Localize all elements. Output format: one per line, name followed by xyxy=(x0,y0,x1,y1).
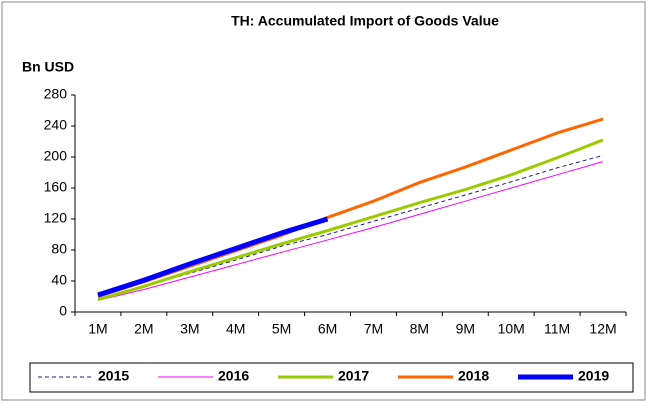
x-tick-label: 1M xyxy=(88,321,107,337)
x-tick-label: 3M xyxy=(180,321,199,337)
x-tick-label: 11M xyxy=(544,321,570,337)
chart-title: TH: Accumulated Import of Goods Value xyxy=(231,13,499,29)
y-tick-label: 80 xyxy=(51,241,67,257)
series-line xyxy=(97,216,329,298)
x-tick-label: 4M xyxy=(226,321,245,337)
y-tick-label: 200 xyxy=(44,148,68,164)
x-tick-label: 6M xyxy=(318,321,337,337)
x-tick-label: 2M xyxy=(134,321,153,337)
y-tick-label: 280 xyxy=(44,86,68,102)
legend-label: 2016 xyxy=(218,368,249,384)
y-tick-label: 120 xyxy=(44,210,68,226)
legend-label: 2019 xyxy=(578,368,609,384)
legend-label: 2018 xyxy=(458,368,489,384)
x-tick-label: 12M xyxy=(589,321,616,337)
legend-label: 2015 xyxy=(98,368,129,384)
x-tick-label: 5M xyxy=(272,321,291,337)
y-axis-label: Bn USD xyxy=(22,59,74,75)
series-line xyxy=(97,161,604,301)
y-tick-label: 0 xyxy=(59,303,67,319)
legend-label: 2017 xyxy=(338,368,369,384)
x-tick-label: 9M xyxy=(456,321,475,337)
y-tick-label: 240 xyxy=(44,117,68,133)
x-tick-label: 7M xyxy=(364,321,383,337)
y-tick-label: 160 xyxy=(44,179,68,195)
x-tick-label: 10M xyxy=(498,321,525,337)
y-tick-label: 40 xyxy=(51,272,67,288)
x-tick-label: 8M xyxy=(410,321,429,337)
legend-box xyxy=(29,362,634,393)
series-line xyxy=(97,138,604,302)
